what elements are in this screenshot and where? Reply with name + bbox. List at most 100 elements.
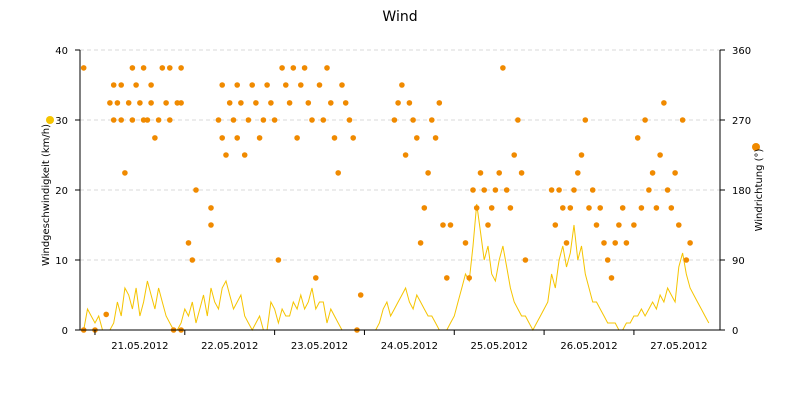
direction-point — [335, 170, 342, 176]
direction-point — [316, 82, 323, 88]
y-left-tick-label: 20 — [55, 186, 68, 197]
chart-title: Wind — [382, 9, 417, 25]
direction-point — [589, 187, 596, 193]
direction-point — [208, 205, 214, 211]
direction-point — [683, 257, 690, 263]
direction-point — [548, 187, 555, 193]
direction-point — [290, 65, 297, 71]
direction-point — [447, 222, 454, 228]
direction-point — [511, 152, 517, 158]
direction-point — [324, 65, 330, 71]
direction-point — [556, 187, 562, 193]
y-right-tick-label: 360 — [732, 46, 751, 57]
direction-legend-marker — [752, 143, 760, 151]
direction-point — [159, 65, 166, 71]
y-left-tick-label: 30 — [55, 116, 68, 127]
direction-point — [582, 117, 589, 123]
direction-point — [189, 257, 196, 263]
direction-point — [522, 257, 529, 263]
direction-point — [552, 222, 559, 228]
direction-point — [208, 222, 214, 228]
direction-point — [110, 82, 117, 88]
direction-point — [178, 100, 184, 106]
direction-point — [249, 82, 255, 88]
direction-point — [256, 135, 263, 141]
direction-point — [410, 117, 416, 123]
direction-point — [496, 170, 503, 176]
direction-point — [571, 187, 577, 193]
direction-point — [140, 65, 147, 71]
direction-point — [634, 135, 641, 141]
direction-point — [638, 205, 645, 211]
direction-point — [597, 205, 603, 211]
direction-point — [500, 65, 506, 71]
direction-point — [167, 65, 173, 71]
y-right-tick-label: 0 — [732, 326, 738, 337]
y-left-tick-label: 10 — [55, 256, 68, 267]
direction-point — [518, 170, 525, 176]
x-tick-label: 24.05.2012 — [381, 341, 438, 352]
direction-point — [80, 65, 87, 71]
direction-point — [241, 152, 248, 158]
direction-point — [260, 117, 267, 123]
direction-point — [575, 170, 581, 176]
direction-point — [114, 100, 121, 106]
direction-point — [631, 222, 637, 228]
x-tick-label: 23.05.2012 — [291, 341, 348, 352]
y-left-tick-label: 40 — [55, 46, 68, 57]
x-tick-label: 25.05.2012 — [471, 341, 528, 352]
direction-point — [215, 117, 222, 123]
direction-point — [515, 117, 521, 123]
direction-point — [432, 135, 439, 141]
right-axis-title: Windrichtung (°) — [752, 143, 765, 231]
direction-point — [492, 187, 499, 193]
direction-point — [477, 170, 484, 176]
direction-point — [657, 152, 663, 158]
direction-point — [687, 240, 693, 246]
direction-point — [664, 187, 671, 193]
direction-point — [230, 117, 237, 123]
direction-point — [245, 117, 252, 123]
direction-point — [503, 187, 510, 193]
direction-point — [593, 222, 600, 228]
direction-point — [163, 100, 169, 106]
direction-point — [155, 117, 162, 123]
direction-point — [668, 205, 675, 211]
direction-point — [649, 170, 656, 176]
direction-point — [133, 82, 139, 88]
direction-point — [350, 135, 357, 141]
direction-point — [331, 135, 338, 141]
direction-point — [305, 100, 312, 106]
direction-point — [279, 65, 285, 71]
direction-point — [268, 100, 274, 106]
direction-point — [309, 117, 315, 123]
direction-point — [107, 100, 113, 106]
grid — [80, 49, 720, 261]
direction-point — [320, 117, 327, 123]
direction-point — [357, 292, 364, 298]
direction-point — [234, 82, 240, 88]
direction-point — [578, 152, 585, 158]
direction-point — [623, 240, 630, 246]
y-right-label: Windrichtung (°) — [754, 149, 765, 232]
speed-line — [83, 203, 710, 332]
direction-point — [563, 240, 570, 246]
direction-point — [462, 240, 469, 246]
speed-series — [83, 203, 710, 332]
direction-point — [193, 187, 199, 193]
direction-point — [653, 205, 660, 211]
direction-point — [103, 311, 109, 318]
direction-point — [178, 65, 184, 71]
x-tick-label: 21.05.2012 — [111, 341, 168, 352]
direction-point — [118, 117, 124, 123]
direction-point — [485, 222, 491, 228]
direction-point — [608, 275, 615, 281]
axes: 0 10 20 30 40 0 90 180 270 360 21.05.2012 22.05.201… — [55, 46, 751, 352]
direction-point — [616, 222, 622, 228]
direction-point — [391, 117, 398, 123]
direction-point — [152, 135, 158, 141]
direction-point — [253, 100, 259, 106]
direction-point — [110, 117, 117, 123]
direction-point — [661, 100, 667, 106]
